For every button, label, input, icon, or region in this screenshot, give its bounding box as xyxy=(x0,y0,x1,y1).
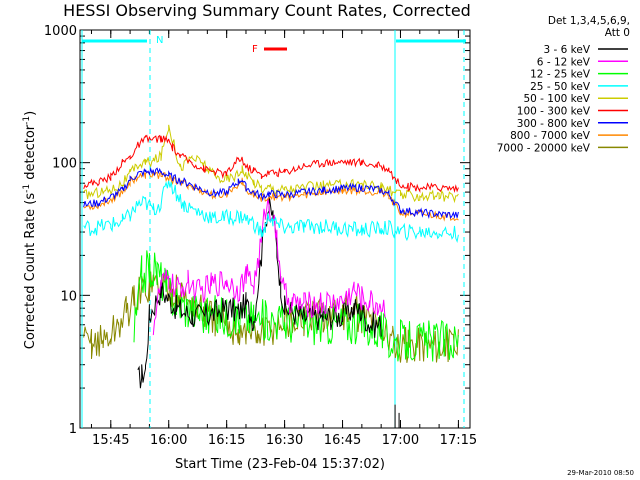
y-label-part-c: ) xyxy=(23,111,38,116)
plot-frame xyxy=(79,29,471,429)
y-label-part-a: Corrected Count Rate (s xyxy=(23,193,38,350)
night-flag-label: N xyxy=(156,35,163,46)
y-tick-label: 1000 xyxy=(44,24,77,39)
y-tick-label: 100 xyxy=(52,157,77,172)
flare-flag-label: F xyxy=(252,44,258,55)
x-tick-label: 16:15 xyxy=(208,433,245,448)
x-tick-label: 16:30 xyxy=(266,433,303,448)
legend-label: 12 - 25 keV xyxy=(530,69,591,81)
legend-label: 100 - 300 keV xyxy=(517,106,591,118)
y-label-sup-2: -1 xyxy=(22,116,32,125)
series-dropout-3-6-kev xyxy=(394,404,400,428)
legend-label: 300 - 800 keV xyxy=(517,118,591,130)
legend-label: 3 - 6 keV xyxy=(543,44,590,56)
y-axis-label: Corrected Count Rate (s-1 detector-1) xyxy=(22,111,38,349)
x-tick-label: 15:45 xyxy=(92,433,129,448)
x-tick-label: 16:00 xyxy=(150,433,187,448)
x-axis-label: Start Time (23-Feb-04 15:37:02) xyxy=(175,457,385,472)
observing-overlay: N F xyxy=(81,30,466,428)
y-tick-label: 10 xyxy=(60,289,77,304)
legend-header-line-1: Det 1,3,4,5,6,9, xyxy=(548,15,630,27)
series-line-300-800-kev xyxy=(83,167,459,220)
series-layer xyxy=(83,124,459,428)
x-tick-label: 17:15 xyxy=(440,433,477,448)
series-line-6-12-kev xyxy=(152,198,386,336)
legend-label: 800 - 7000 keV xyxy=(510,130,591,142)
y-label-part-b: detector xyxy=(23,124,38,184)
y-tick-label: 1 xyxy=(69,422,77,437)
svg-text:Corrected Count Rate (s-1 dete: Corrected Count Rate (s-1 detector-1) xyxy=(22,111,38,349)
timestamp: 29-Mar-2010 08:50 xyxy=(567,469,634,477)
y-label-sup-1: -1 xyxy=(22,184,32,193)
x-tick-label: 17:00 xyxy=(382,433,419,448)
legend-label: 6 - 12 keV xyxy=(537,56,591,68)
legend-header-line-2: Att 0 xyxy=(605,27,630,39)
legend-label: 7000 - 20000 keV xyxy=(497,142,591,154)
series-line-25-50-kev xyxy=(83,180,459,243)
x-tick-label: 16:45 xyxy=(324,433,361,448)
legend-label: 50 - 100 keV xyxy=(523,93,590,105)
series-line-3-6-kev xyxy=(137,195,382,389)
series-line-100-300-kev xyxy=(83,134,459,194)
x-axis: 15:45 16:00 16:15 16:30 16:45 17:00 17:15 xyxy=(90,30,477,448)
y-axis: 1 10 100 1000 xyxy=(44,24,470,437)
plot-area-border xyxy=(79,29,471,429)
series-line-50-100-kev xyxy=(83,124,459,204)
chart-title: HESSI Observing Summary Count Rates, Cor… xyxy=(63,1,471,20)
series-line-12-25-kev xyxy=(133,250,459,362)
legend-label: 25 - 50 keV xyxy=(530,81,591,93)
